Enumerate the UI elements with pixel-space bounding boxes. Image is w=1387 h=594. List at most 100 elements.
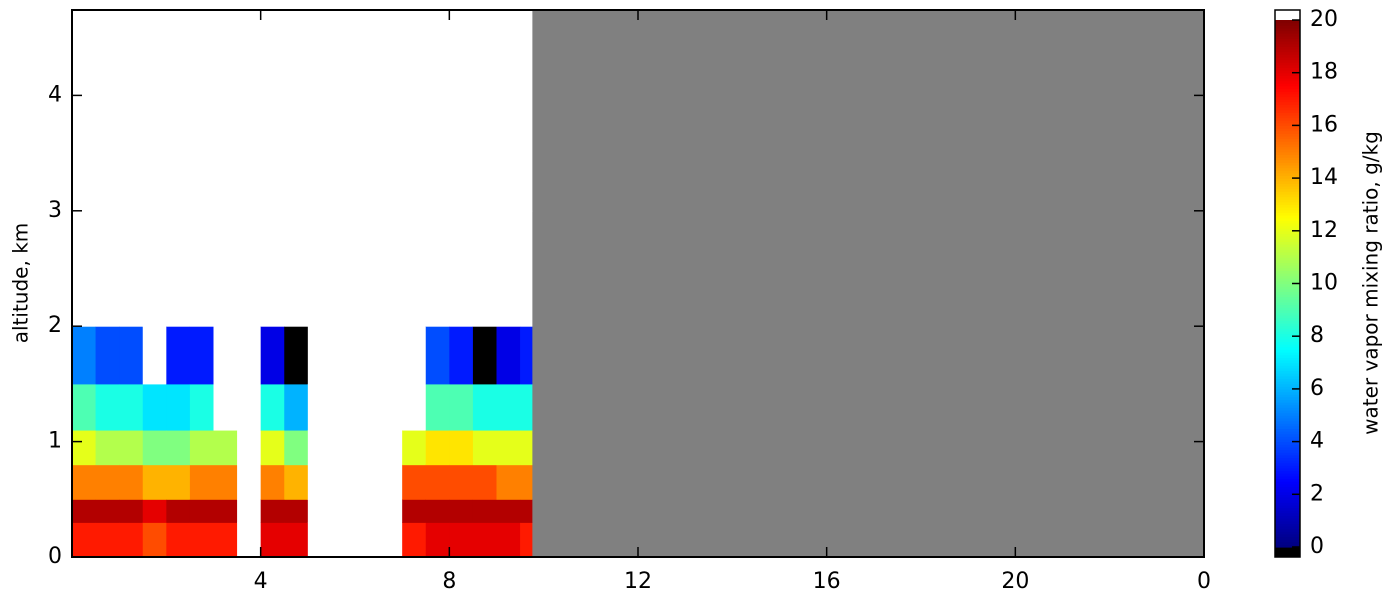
heatmap-cell — [142, 430, 167, 466]
empty-cell — [237, 464, 262, 500]
x-tick-label: 12 — [624, 569, 652, 594]
colorbar-segment — [1275, 412, 1300, 416]
colorbar-segment — [1275, 159, 1300, 163]
colorbar-tick-label: 18 — [1310, 60, 1338, 85]
colorbar-segment — [1275, 475, 1300, 480]
empty-cell — [189, 10, 214, 212]
empty-cell — [402, 326, 427, 385]
heatmap-cell — [72, 326, 97, 385]
heatmap-cell — [189, 522, 214, 558]
empty-cell — [307, 383, 332, 431]
colorbar-segment — [1275, 394, 1300, 398]
colorbar-segment — [1275, 325, 1300, 329]
colorbar-segment — [1275, 336, 1300, 340]
colorbar-segment — [1275, 30, 1300, 34]
colorbar-segment — [1275, 428, 1300, 432]
colorbar-segment — [1275, 352, 1300, 356]
empty-cell — [260, 210, 285, 327]
heatmap-cell — [142, 499, 167, 523]
colorbar-segment — [1275, 267, 1300, 271]
colorbar-segment — [1275, 112, 1300, 116]
colorbar-segment — [1275, 323, 1300, 327]
colorbar-segment — [1275, 518, 1300, 522]
heatmap-cell — [119, 430, 144, 466]
colorbar-segment — [1275, 214, 1300, 219]
colorbar-segment — [1275, 43, 1300, 47]
heatmap-cell — [95, 326, 120, 385]
colorbar-segment — [1275, 386, 1300, 390]
colorbar-segment — [1275, 275, 1300, 279]
heatmap-cell — [449, 464, 474, 500]
colorbar-segment — [1275, 62, 1300, 66]
colorbar-segment — [1275, 491, 1300, 495]
heatmap-cell — [472, 499, 497, 523]
y-axis-label: altitude, km — [9, 223, 33, 344]
colorbar-segment — [1275, 359, 1300, 364]
empty-cell — [72, 210, 97, 327]
colorbar-segment — [1275, 494, 1300, 498]
empty-cell — [213, 10, 238, 212]
colorbar-segment — [1275, 35, 1300, 40]
empty-cell — [307, 522, 332, 558]
colorbar-segment — [1275, 315, 1300, 319]
colorbar-segment — [1275, 452, 1300, 456]
empty-cell — [237, 10, 262, 212]
colorbar-segment — [1275, 478, 1300, 482]
colorbar-segment — [1275, 473, 1300, 477]
colorbar-segment — [1275, 54, 1300, 58]
heatmap-cell — [472, 383, 497, 431]
colorbar-segment — [1275, 436, 1300, 440]
colorbar-segment — [1275, 349, 1300, 353]
empty-cell — [237, 383, 262, 431]
colorbar-segment — [1275, 444, 1300, 448]
colorbar-segment — [1275, 317, 1300, 321]
heatmap-cell — [472, 430, 497, 466]
heatmap-cell — [402, 430, 427, 466]
empty-cell — [95, 10, 120, 212]
heatmap-cell — [213, 464, 238, 500]
x-tick-label: 16 — [813, 569, 841, 594]
heatmap-cell — [425, 383, 450, 431]
colorbar-segment — [1275, 99, 1300, 103]
heatmap-cell — [425, 430, 450, 466]
heatmap-cell — [402, 499, 427, 523]
colorbar-over — [1275, 10, 1300, 20]
colorbar-segment — [1275, 135, 1300, 140]
colorbar-segment — [1275, 191, 1300, 195]
colorbar-segment — [1275, 296, 1300, 300]
heatmap-cell — [402, 464, 427, 500]
heatmap-cell — [496, 464, 521, 500]
heatmap-cell — [166, 383, 191, 431]
colorbar-tick-label: 16 — [1310, 112, 1338, 137]
heatmap-cell — [95, 430, 120, 466]
empty-cell — [307, 430, 332, 466]
heatmap-cell — [72, 430, 97, 466]
colorbar-segment — [1275, 154, 1300, 158]
colorbar-segment — [1275, 133, 1300, 137]
colorbar-segment — [1275, 125, 1300, 129]
colorbar-segment — [1275, 27, 1300, 32]
colorbar-segment — [1275, 175, 1300, 179]
colorbar-segment — [1275, 151, 1300, 155]
colorbar-segment — [1275, 380, 1300, 385]
heatmap-cell — [260, 430, 285, 466]
colorbar-segment — [1275, 138, 1300, 142]
colorbar-segment — [1275, 207, 1300, 211]
heatmap-cell — [189, 430, 214, 466]
empty-cell — [520, 10, 533, 212]
empty-cell — [355, 430, 380, 466]
heatmap-cell — [166, 430, 191, 466]
colorbar-segment — [1275, 504, 1300, 509]
heatmap-cell — [72, 464, 97, 500]
colorbar-segment — [1275, 186, 1300, 190]
colorbar-segment — [1275, 510, 1300, 514]
colorbar-segment — [1275, 241, 1300, 245]
colorbar-segment — [1275, 141, 1300, 145]
empty-cell — [331, 383, 356, 431]
heatmap-cell — [449, 522, 474, 558]
colorbar-segment — [1275, 294, 1300, 298]
heatmap-cell — [449, 383, 474, 431]
colorbar-tick-label: 12 — [1310, 218, 1338, 243]
y-tick-label: 2 — [48, 313, 62, 338]
colorbar-segment — [1275, 344, 1300, 348]
